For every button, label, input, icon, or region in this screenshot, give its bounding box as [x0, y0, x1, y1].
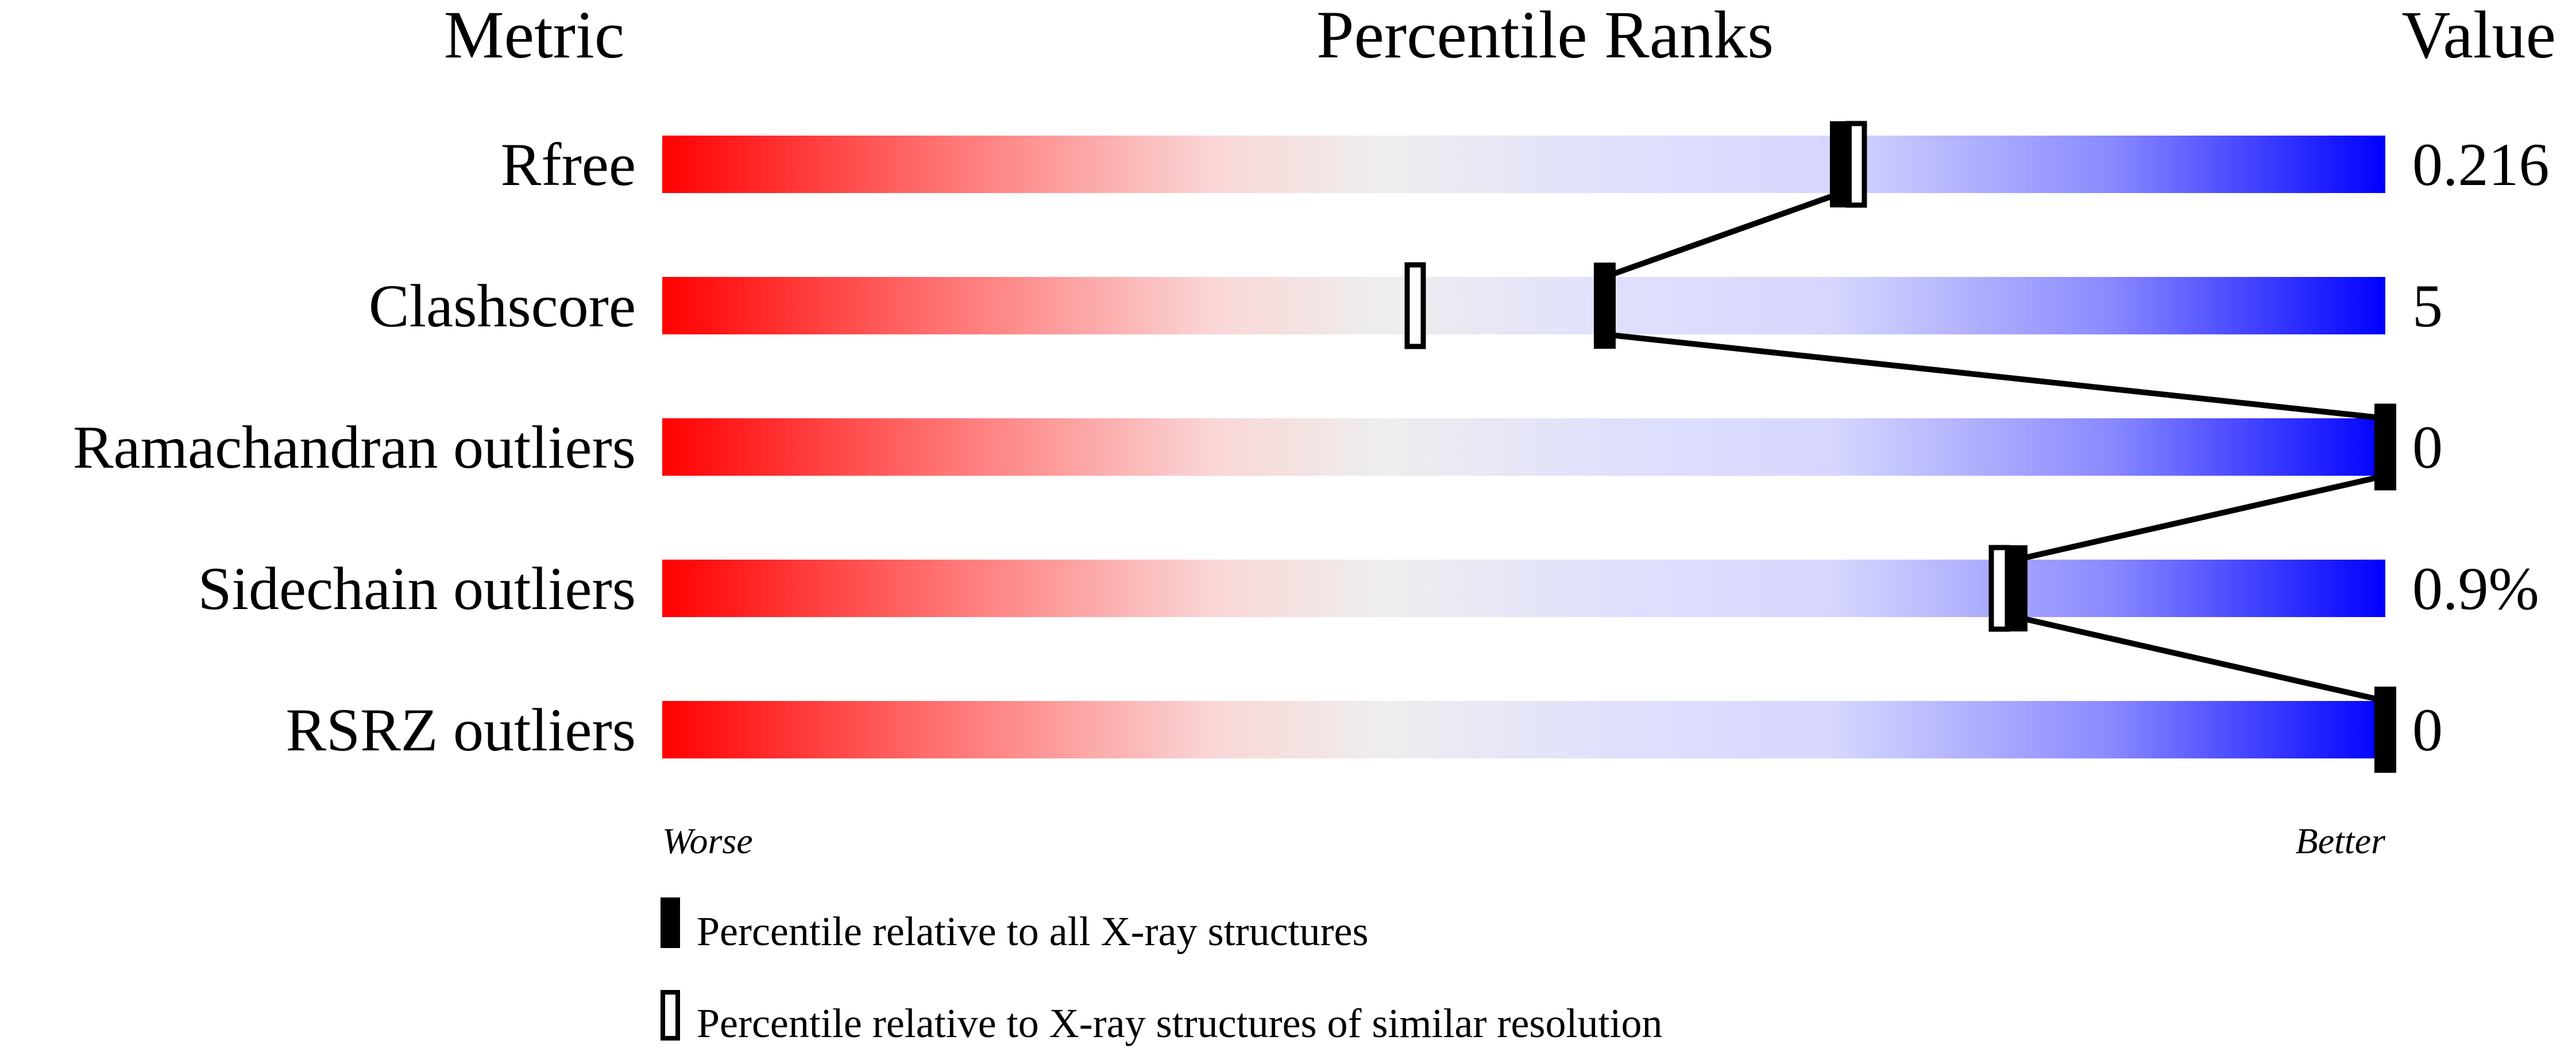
metric-label: Ramachandran outliers — [73, 414, 636, 481]
percentile-bar — [662, 560, 2385, 617]
metric-value: 0 — [2412, 414, 2443, 481]
similar-resolution-marker — [1404, 262, 1426, 349]
header-value: Value — [2401, 0, 2556, 72]
percentile-bar — [662, 418, 2385, 476]
metric-value: 0.9% — [2412, 555, 2539, 622]
legend-hollow-marker — [661, 990, 680, 1041]
percentile-bar — [662, 136, 2385, 193]
metric-label: Sidechain outliers — [198, 555, 636, 622]
connector-line — [1604, 190, 1842, 280]
legend-hollow-label: Percentile relative to X-ray structures … — [697, 1000, 1662, 1046]
header-percentile-ranks: Percentile Ranks — [1316, 0, 1774, 72]
metric-label: Rfree — [501, 131, 636, 198]
percentile-bar — [662, 277, 2385, 334]
similar-resolution-marker — [1988, 545, 2010, 632]
better-label: Better — [2296, 820, 2386, 861]
all-structures-marker — [2006, 545, 2027, 631]
connector-line — [2015, 614, 2386, 704]
legend-filled-label: Percentile relative to all X-ray structu… — [697, 908, 1369, 954]
connector-line — [1604, 332, 2386, 421]
all-structures-marker — [1594, 263, 1616, 349]
metric-value: 5 — [2412, 272, 2443, 340]
metric-label: Clashscore — [369, 272, 636, 340]
all-structures-marker — [2374, 404, 2396, 490]
percentile-bar — [662, 701, 2385, 758]
connector-line — [2015, 473, 2386, 562]
all-structures-marker — [2374, 687, 2396, 773]
all-structures-marker — [1830, 121, 1852, 207]
header-metric: Metric — [444, 0, 625, 72]
metric-label: RSRZ outliers — [285, 696, 636, 764]
legend-filled-marker — [661, 897, 680, 948]
metric-value: 0.216 — [2412, 131, 2550, 198]
worse-label: Worse — [662, 820, 753, 861]
metric-value: 0 — [2412, 696, 2443, 764]
